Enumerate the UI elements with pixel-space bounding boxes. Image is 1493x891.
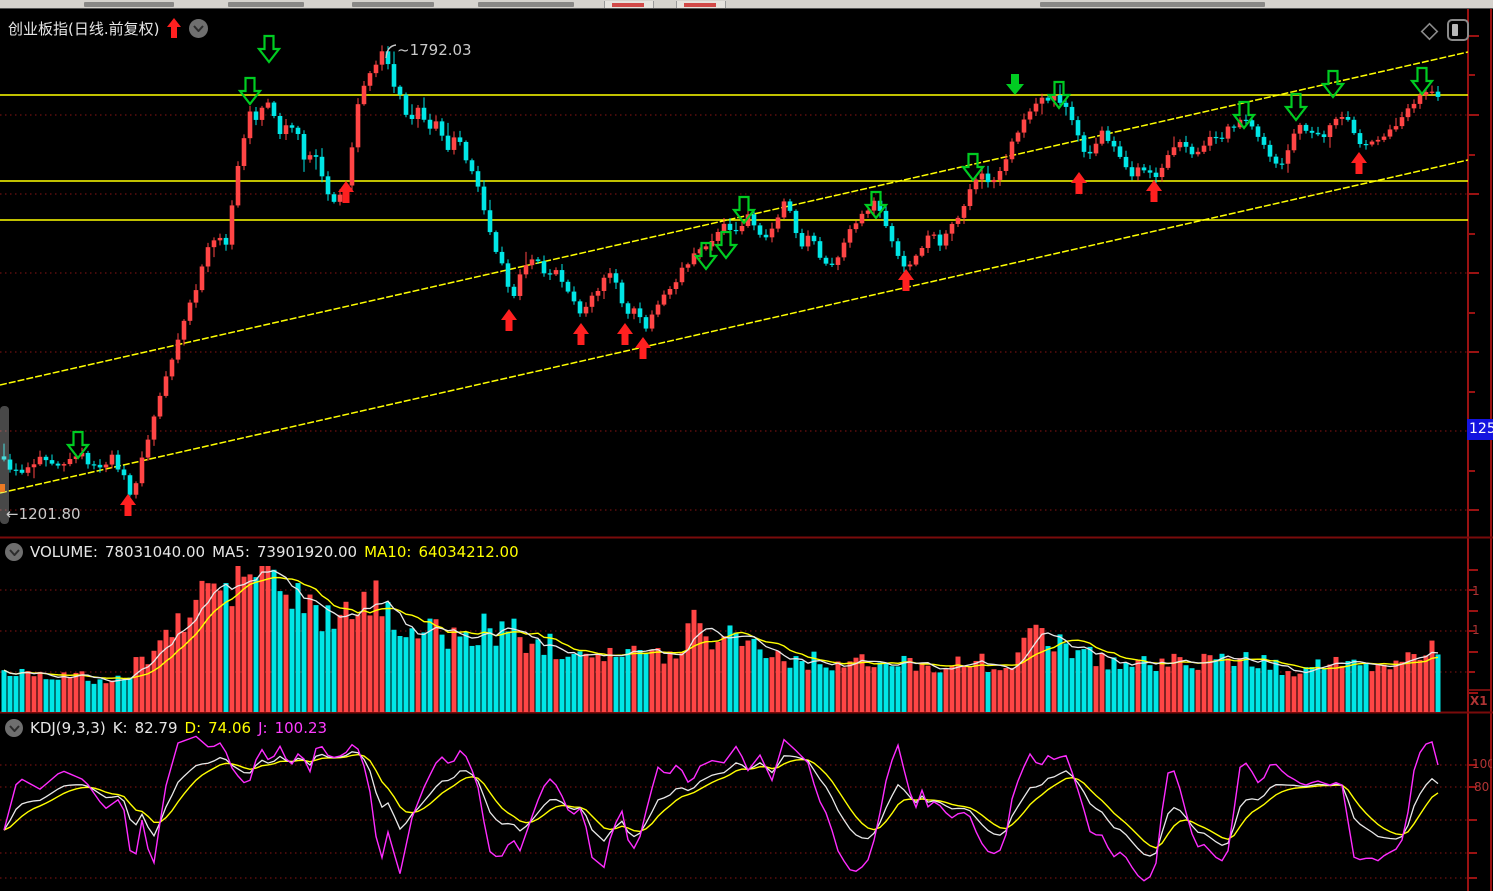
kdj-axis-label-80: 80	[1474, 780, 1490, 794]
kdj-d-value: 74.06	[208, 719, 252, 737]
buy-arrow-icon	[1146, 180, 1162, 202]
ma10-label: MA10:	[364, 543, 412, 561]
buy-arrow-icon	[898, 269, 914, 291]
volume-header: VOLUME: 78031040.00 MA5: 73901920.00 MA1…	[5, 543, 519, 561]
kdj-j-value: 100.23	[274, 719, 328, 737]
buy-arrow-icon	[1351, 152, 1367, 174]
buy-arrow-icon	[120, 494, 136, 516]
high-annotation-pointer	[385, 44, 397, 59]
candlesticks	[1, 45, 1441, 499]
volume-bars	[1, 566, 1441, 712]
sell-arrow-icon	[1409, 66, 1435, 96]
price-axis-badge: 125	[1467, 419, 1493, 440]
sell-arrow-icon	[960, 152, 986, 182]
buy-arrow-icon	[573, 323, 589, 345]
sell-arrow-icon	[693, 241, 719, 271]
sell-arrow-solid-icon	[1006, 74, 1024, 95]
toolbar-button-red-text	[612, 3, 644, 7]
sell-arrow-icon	[1231, 100, 1257, 130]
sell-arrow-icon	[731, 195, 757, 225]
app-menu-bar[interactable]	[0, 0, 1493, 9]
kdj-d-label: D:	[184, 719, 202, 737]
menu-stub	[352, 2, 434, 7]
low-price-annotation: ←1201.80	[6, 505, 81, 523]
up-arrow-icon	[166, 17, 182, 39]
volume-multiplier-label: X1	[1470, 694, 1488, 708]
collapse-volume-panel-button[interactable]	[5, 543, 23, 561]
kdj-k-label: K:	[112, 719, 128, 737]
sell-arrow-icon	[1283, 92, 1309, 122]
kdj-header: KDJ(9,3,3) K: 82.79 D: 74.06 J: 100.23	[5, 719, 327, 737]
sell-arrow-icon	[863, 190, 889, 220]
price-axis	[0, 8, 1493, 891]
volume-value: 78031040.00	[104, 543, 206, 561]
ma10-value: 64034212.00	[418, 543, 519, 561]
ma5-value: 73901920.00	[256, 543, 358, 561]
menu-stub	[1040, 2, 1265, 7]
sell-arrow-icon	[1320, 69, 1346, 99]
buy-arrow-icon	[501, 309, 517, 331]
volume-axis-label: 1	[1472, 623, 1480, 637]
ma5-label: MA5:	[212, 543, 250, 561]
menu-stub	[84, 2, 174, 7]
buy-arrow-icon	[635, 337, 651, 359]
kdj-j-label: J:	[258, 719, 268, 737]
signal-arrows	[65, 34, 1435, 516]
volume-axis-label: 1	[1472, 584, 1480, 598]
sell-arrow-icon	[1046, 80, 1072, 110]
main-chart-header: 创业板指(日线.前复权)	[8, 17, 209, 39]
kdj-k-value: 82.79	[134, 719, 178, 737]
collapse-kdj-panel-button[interactable]	[5, 719, 23, 737]
menu-stub	[478, 2, 574, 7]
toolbar-button-red-text	[684, 3, 716, 7]
buy-arrow-icon	[338, 181, 354, 203]
split-window-icon[interactable]	[1446, 18, 1470, 46]
kdj-lines	[3, 735, 1439, 882]
sell-arrow-icon	[256, 34, 282, 64]
collapse-main-panel-button[interactable]	[189, 18, 209, 38]
buy-arrow-icon	[617, 323, 633, 345]
buy-arrow-icon	[1071, 172, 1087, 194]
sell-arrow-icon	[713, 230, 739, 260]
chart-title: 创业板指(日线.前复权)	[8, 19, 160, 38]
sell-arrow-icon	[237, 76, 263, 106]
kdj-label: KDJ(9,3,3)	[30, 719, 106, 737]
diamond-tool-icon[interactable]	[1418, 20, 1440, 46]
sell-arrow-icon	[65, 430, 91, 460]
kdj-axis-label-100: 100	[1472, 757, 1492, 771]
left-edge-artifact	[0, 406, 9, 524]
menu-stub	[228, 2, 304, 7]
high-price-annotation: ~1792.03	[397, 41, 472, 59]
drawn-lines	[0, 51, 1468, 494]
volume-label: VOLUME:	[30, 543, 98, 561]
